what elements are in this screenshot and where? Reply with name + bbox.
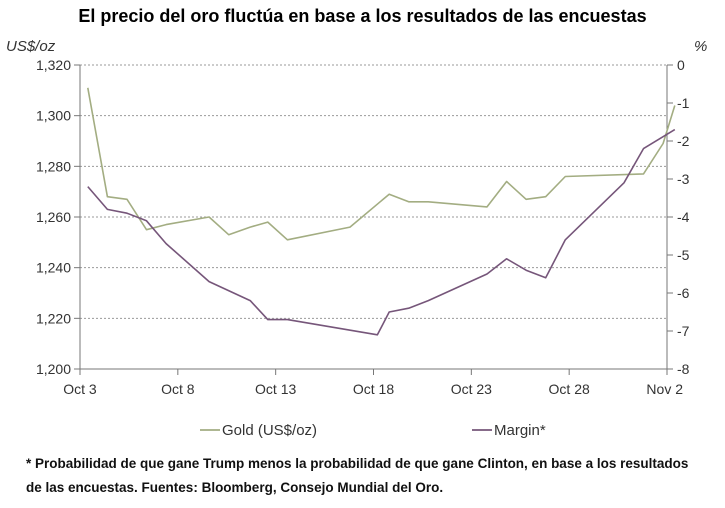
legend-label: Gold (US$/oz): [222, 422, 317, 439]
right-tick-label: 0: [677, 57, 685, 73]
legend: Gold (US$/oz) Margin*: [200, 422, 546, 439]
x-tick-label: Oct 18: [353, 381, 394, 397]
x-tick-label: Oct 3: [63, 381, 97, 397]
series-lines: [87, 87, 676, 336]
x-tick-label: Oct 8: [161, 381, 195, 397]
footnote: * Probabilidad de que gane Trump menos l…: [26, 456, 689, 495]
gridlines: [80, 64, 667, 319]
margin-line: [87, 128, 676, 336]
left-tick-label: 1,200: [36, 361, 71, 377]
x-tick-label: Oct 13: [255, 381, 296, 397]
left-tick-label: 1,260: [36, 209, 71, 225]
x-tick-label: Oct 23: [451, 381, 492, 397]
chart-title: El precio del oro fluctúa en base a los …: [78, 6, 647, 26]
x-tick-label: Oct 28: [549, 381, 590, 397]
right-tick-label: -6: [677, 285, 690, 301]
x-axis-ticks: Oct 3 Oct 8 Oct 13 Oct 18 Oct 23 Oct 28 Nov 2: [63, 369, 683, 397]
right-tick-label: -2: [677, 133, 690, 149]
gold-price-line: [87, 87, 676, 241]
left-axis-ticks: 1,200 1,220 1,240 1,260 1,280 1,300 1,320: [36, 57, 80, 377]
right-tick-label: -5: [677, 247, 690, 263]
left-tick-label: 1,320: [36, 57, 71, 73]
left-tick-label: 1,280: [36, 158, 71, 174]
left-tick-label: 1,240: [36, 260, 71, 276]
x-tick-label: Nov 2: [646, 381, 683, 397]
right-axis-ticks: -8 -7 -6 -5 -4 -3 -2 -1 0: [667, 57, 690, 377]
right-tick-label: -8: [677, 361, 690, 377]
right-tick-label: -1: [677, 95, 690, 111]
legend-label: Margin*: [494, 422, 546, 439]
left-axis-unit: US$/oz: [6, 38, 56, 55]
line-chart: 1,200 1,220 1,240 1,260 1,280 1,300 1,320 -8 -7…: [36, 57, 690, 439]
right-tick-label: -3: [677, 171, 690, 187]
left-tick-label: 1,300: [36, 108, 71, 124]
right-axis-unit: %: [694, 38, 708, 55]
right-tick-label: -7: [677, 323, 690, 339]
right-tick-label: -4: [677, 209, 690, 225]
left-tick-label: 1,220: [36, 310, 71, 326]
